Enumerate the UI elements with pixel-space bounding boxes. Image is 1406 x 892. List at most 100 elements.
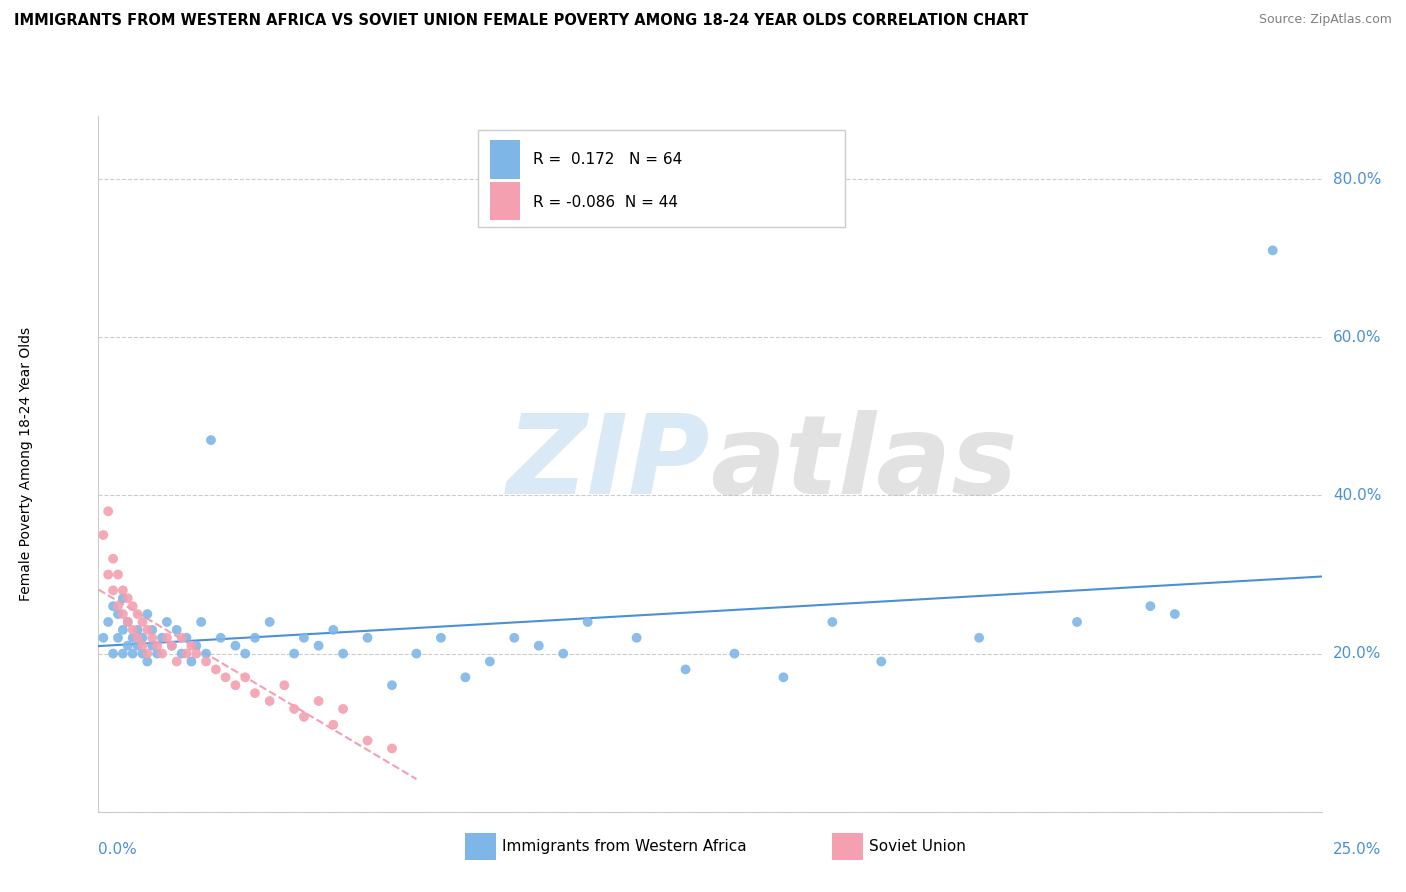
- Point: [127, 639, 149, 653]
- Point: [131, 647, 153, 661]
- Point: [141, 639, 163, 653]
- Point: [356, 631, 378, 645]
- Point: [136, 655, 159, 669]
- Text: Immigrants from Western Africa: Immigrants from Western Africa: [502, 839, 747, 854]
- Point: [332, 702, 354, 716]
- Point: [170, 631, 193, 645]
- Text: R =  0.172   N = 64: R = 0.172 N = 64: [533, 152, 682, 167]
- Point: [111, 623, 134, 637]
- Bar: [465, 832, 496, 861]
- Text: 60.0%: 60.0%: [1333, 330, 1381, 345]
- Point: [967, 631, 990, 645]
- Point: [121, 623, 143, 637]
- Point: [332, 647, 354, 661]
- Text: Female Poverty Among 18-24 Year Olds: Female Poverty Among 18-24 Year Olds: [20, 326, 34, 601]
- Point: [283, 702, 305, 716]
- Point: [146, 639, 169, 653]
- Bar: [832, 832, 863, 861]
- Point: [91, 631, 114, 645]
- Point: [141, 623, 163, 637]
- Point: [503, 631, 526, 645]
- Point: [101, 599, 124, 614]
- Point: [224, 678, 246, 692]
- Point: [381, 678, 404, 692]
- Point: [111, 607, 134, 621]
- Point: [772, 670, 794, 684]
- Bar: [489, 140, 520, 178]
- Point: [131, 631, 153, 645]
- Point: [259, 615, 281, 629]
- Point: [101, 551, 124, 566]
- Point: [117, 615, 139, 629]
- Point: [111, 583, 134, 598]
- Text: 25.0%: 25.0%: [1333, 842, 1381, 857]
- Point: [200, 433, 222, 447]
- Point: [160, 639, 183, 653]
- Point: [675, 662, 697, 676]
- Point: [107, 607, 129, 621]
- Point: [723, 647, 745, 661]
- Point: [243, 686, 266, 700]
- Point: [156, 631, 179, 645]
- Point: [180, 655, 202, 669]
- Point: [136, 623, 159, 637]
- Point: [170, 647, 193, 661]
- Text: R = -0.086  N = 44: R = -0.086 N = 44: [533, 195, 678, 211]
- Point: [127, 607, 149, 621]
- Text: atlas: atlas: [710, 410, 1018, 517]
- Point: [1164, 607, 1187, 621]
- Point: [292, 631, 315, 645]
- Text: Soviet Union: Soviet Union: [869, 839, 966, 854]
- Point: [107, 631, 129, 645]
- Point: [381, 741, 404, 756]
- Text: Source: ZipAtlas.com: Source: ZipAtlas.com: [1258, 13, 1392, 27]
- Point: [91, 528, 114, 542]
- Point: [292, 710, 315, 724]
- Point: [101, 647, 124, 661]
- Point: [136, 647, 159, 661]
- Point: [195, 655, 218, 669]
- Point: [356, 733, 378, 747]
- Point: [576, 615, 599, 629]
- Point: [121, 647, 143, 661]
- Text: 20.0%: 20.0%: [1333, 646, 1381, 661]
- Point: [121, 631, 143, 645]
- Point: [322, 717, 344, 731]
- Point: [136, 607, 159, 621]
- Point: [273, 678, 295, 692]
- Point: [233, 670, 256, 684]
- Point: [1139, 599, 1161, 614]
- Point: [150, 631, 173, 645]
- Point: [454, 670, 477, 684]
- Text: 40.0%: 40.0%: [1333, 488, 1381, 503]
- Point: [1066, 615, 1088, 629]
- Point: [141, 631, 163, 645]
- Point: [209, 631, 232, 645]
- Point: [111, 591, 134, 606]
- Bar: [489, 182, 520, 220]
- Point: [259, 694, 281, 708]
- Point: [117, 591, 139, 606]
- Point: [156, 615, 179, 629]
- Point: [176, 631, 198, 645]
- Text: ZIP: ZIP: [506, 410, 710, 517]
- Point: [117, 639, 139, 653]
- Point: [107, 567, 129, 582]
- Point: [308, 694, 330, 708]
- Text: 0.0%: 0.0%: [98, 842, 138, 857]
- Point: [626, 631, 648, 645]
- Point: [243, 631, 266, 645]
- Point: [97, 567, 120, 582]
- Point: [308, 639, 330, 653]
- Point: [146, 647, 169, 661]
- Point: [190, 615, 212, 629]
- Point: [186, 639, 208, 653]
- Point: [233, 647, 256, 661]
- Point: [166, 655, 188, 669]
- Point: [131, 615, 153, 629]
- Point: [1261, 244, 1284, 258]
- Point: [111, 647, 134, 661]
- Point: [97, 504, 120, 518]
- Text: 80.0%: 80.0%: [1333, 172, 1381, 186]
- Point: [121, 599, 143, 614]
